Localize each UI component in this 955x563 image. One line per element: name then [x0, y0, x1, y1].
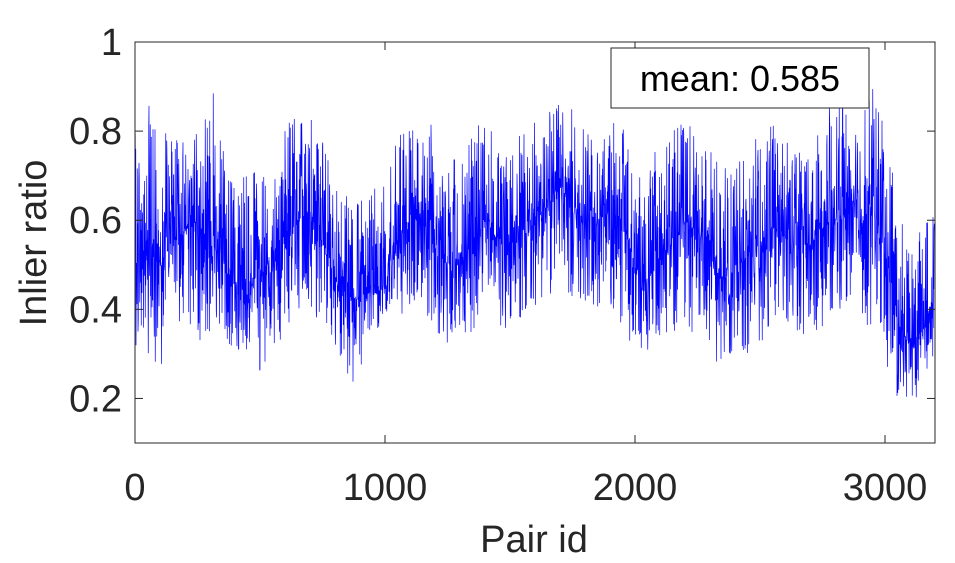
mean-annotation-text: mean: 0.585	[640, 58, 840, 99]
y-axis-label: Inlier ratio	[13, 160, 55, 327]
y-tick-label: 0.6	[69, 200, 122, 242]
y-tick-label: 0.8	[69, 111, 122, 153]
x-axis-ticks: 0 1000 2000 3000	[124, 42, 927, 509]
series-line-0	[134, 89, 936, 398]
x-tick-label: 0	[124, 467, 145, 509]
x-tick-label: 2000	[593, 467, 678, 509]
mean-annotation-box: mean: 0.585	[610, 47, 870, 109]
plot-frame	[134, 41, 936, 444]
y-tick-label: 0.4	[69, 289, 122, 331]
y-axis-ticks: 0.2 0.4 0.6 0.8 1	[69, 22, 935, 420]
y-tick-label: 0.2	[69, 378, 122, 420]
x-tick-label: 1000	[343, 467, 428, 509]
y-tick-label: 1	[101, 22, 122, 64]
axes-box	[134, 41, 936, 444]
series-layer	[134, 89, 936, 398]
x-tick-label: 3000	[843, 467, 928, 509]
x-axis-label: Pair id	[480, 519, 588, 561]
